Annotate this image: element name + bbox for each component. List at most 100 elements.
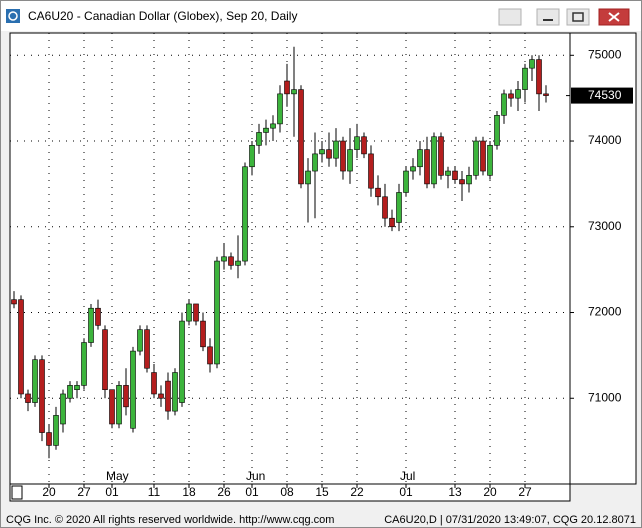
candle-body [193, 303, 199, 322]
candle-body [165, 380, 171, 412]
candle-body [95, 307, 101, 326]
candle-body [431, 136, 437, 185]
candle-body [186, 303, 192, 322]
candle-body [207, 346, 213, 365]
time-axis [9, 483, 571, 502]
candle-body [102, 329, 108, 390]
window-title: CA6U20 - Canadian Dollar (Globex), Sep 2… [28, 9, 297, 23]
candle-body [354, 136, 360, 150]
y-tick-label: 72000 [588, 305, 622, 319]
candle-body [480, 140, 486, 172]
candle-body [235, 260, 241, 266]
y-tick-label: 73000 [588, 219, 622, 233]
maximize-button[interactable] [566, 8, 590, 26]
x-tick-label: 26 [217, 485, 231, 499]
maximize-icon [572, 12, 584, 22]
x-tick-label: 27 [518, 485, 532, 499]
footer-right: CA6U20,D | 07/31/2020 13:49:07, CQG 20.1… [384, 514, 636, 526]
candle-body [151, 372, 157, 395]
candle-body [403, 170, 409, 193]
x-tick-label: 15 [315, 485, 329, 499]
candle-body [312, 153, 318, 172]
x-tick-label: 08 [280, 485, 294, 499]
x-tick-label: 01 [399, 485, 413, 499]
candle-body [473, 140, 479, 176]
title-bar [1, 1, 641, 31]
y-tick-label: 74000 [588, 133, 622, 147]
x-tick-label: 20 [42, 485, 56, 499]
candle-body [522, 67, 528, 90]
x-tick-label: 11 [148, 485, 161, 499]
app-icon-q [8, 11, 18, 21]
month-label: Jul [400, 469, 415, 483]
candle-body [389, 217, 395, 228]
candle-body [319, 149, 325, 155]
candle-body [130, 350, 136, 429]
candle-body [228, 256, 234, 266]
candle-body [305, 170, 311, 185]
candle-body [368, 153, 374, 189]
candle-body [179, 320, 185, 403]
app-icon [6, 9, 20, 23]
candle-body [515, 89, 521, 99]
candle-body [214, 260, 220, 365]
candle-body [501, 93, 507, 116]
last-price-label: 74530 [588, 88, 622, 102]
candle-body [396, 192, 402, 223]
candle-body [424, 149, 430, 185]
x-tick-label: 22 [350, 485, 364, 499]
candle-body [340, 140, 346, 172]
candle-body [326, 149, 332, 159]
candle-body [529, 59, 535, 69]
candle-body [46, 432, 52, 446]
link-button[interactable] [498, 8, 522, 26]
candle-body [445, 170, 451, 176]
candle-body [158, 393, 164, 399]
window-buttons[interactable] [498, 8, 630, 26]
candle-body [249, 145, 255, 168]
candle-body [116, 385, 122, 425]
candle-body [410, 166, 416, 172]
candle-body [347, 149, 353, 172]
month-label: Jun [246, 469, 265, 483]
candle-body [137, 329, 143, 352]
candle-body [382, 196, 388, 219]
scroll-thumb[interactable] [11, 485, 23, 500]
candle-body [81, 342, 87, 386]
last-price-box [571, 87, 633, 104]
candle-body [123, 385, 129, 408]
candle-body [375, 187, 381, 198]
y-tick-label: 71000 [588, 390, 622, 404]
candle-body [172, 372, 178, 412]
candle-body [277, 93, 283, 125]
candle-body [18, 299, 24, 395]
candle-body [263, 127, 269, 133]
candle-body [466, 175, 472, 185]
candle-body [494, 115, 500, 146]
candle-body [200, 320, 206, 348]
candle-body [333, 140, 339, 159]
candle-body [11, 299, 17, 305]
y-tick-label: 75000 [588, 47, 622, 61]
candle-body [32, 359, 38, 403]
candle-body [508, 93, 514, 99]
minimize-button[interactable] [536, 8, 560, 26]
candle-body [536, 59, 542, 95]
candle-body [452, 170, 458, 180]
candle-body [361, 136, 367, 155]
candle-body [417, 149, 423, 168]
candle-body [298, 89, 304, 185]
candle-body [67, 385, 73, 399]
candle-body [256, 132, 262, 146]
plot-area [9, 32, 571, 485]
x-tick-label: 01 [105, 485, 119, 499]
candle-body [25, 393, 31, 403]
candle-body [270, 123, 276, 129]
candle-body [284, 80, 290, 95]
x-tick-label: 20 [483, 485, 497, 499]
price-axis [569, 32, 637, 485]
footer-left: CQG Inc. © 2020 All rights reserved worl… [6, 514, 334, 526]
month-label: May [106, 469, 129, 483]
candle-body [543, 93, 549, 96]
candle-body [60, 393, 66, 425]
